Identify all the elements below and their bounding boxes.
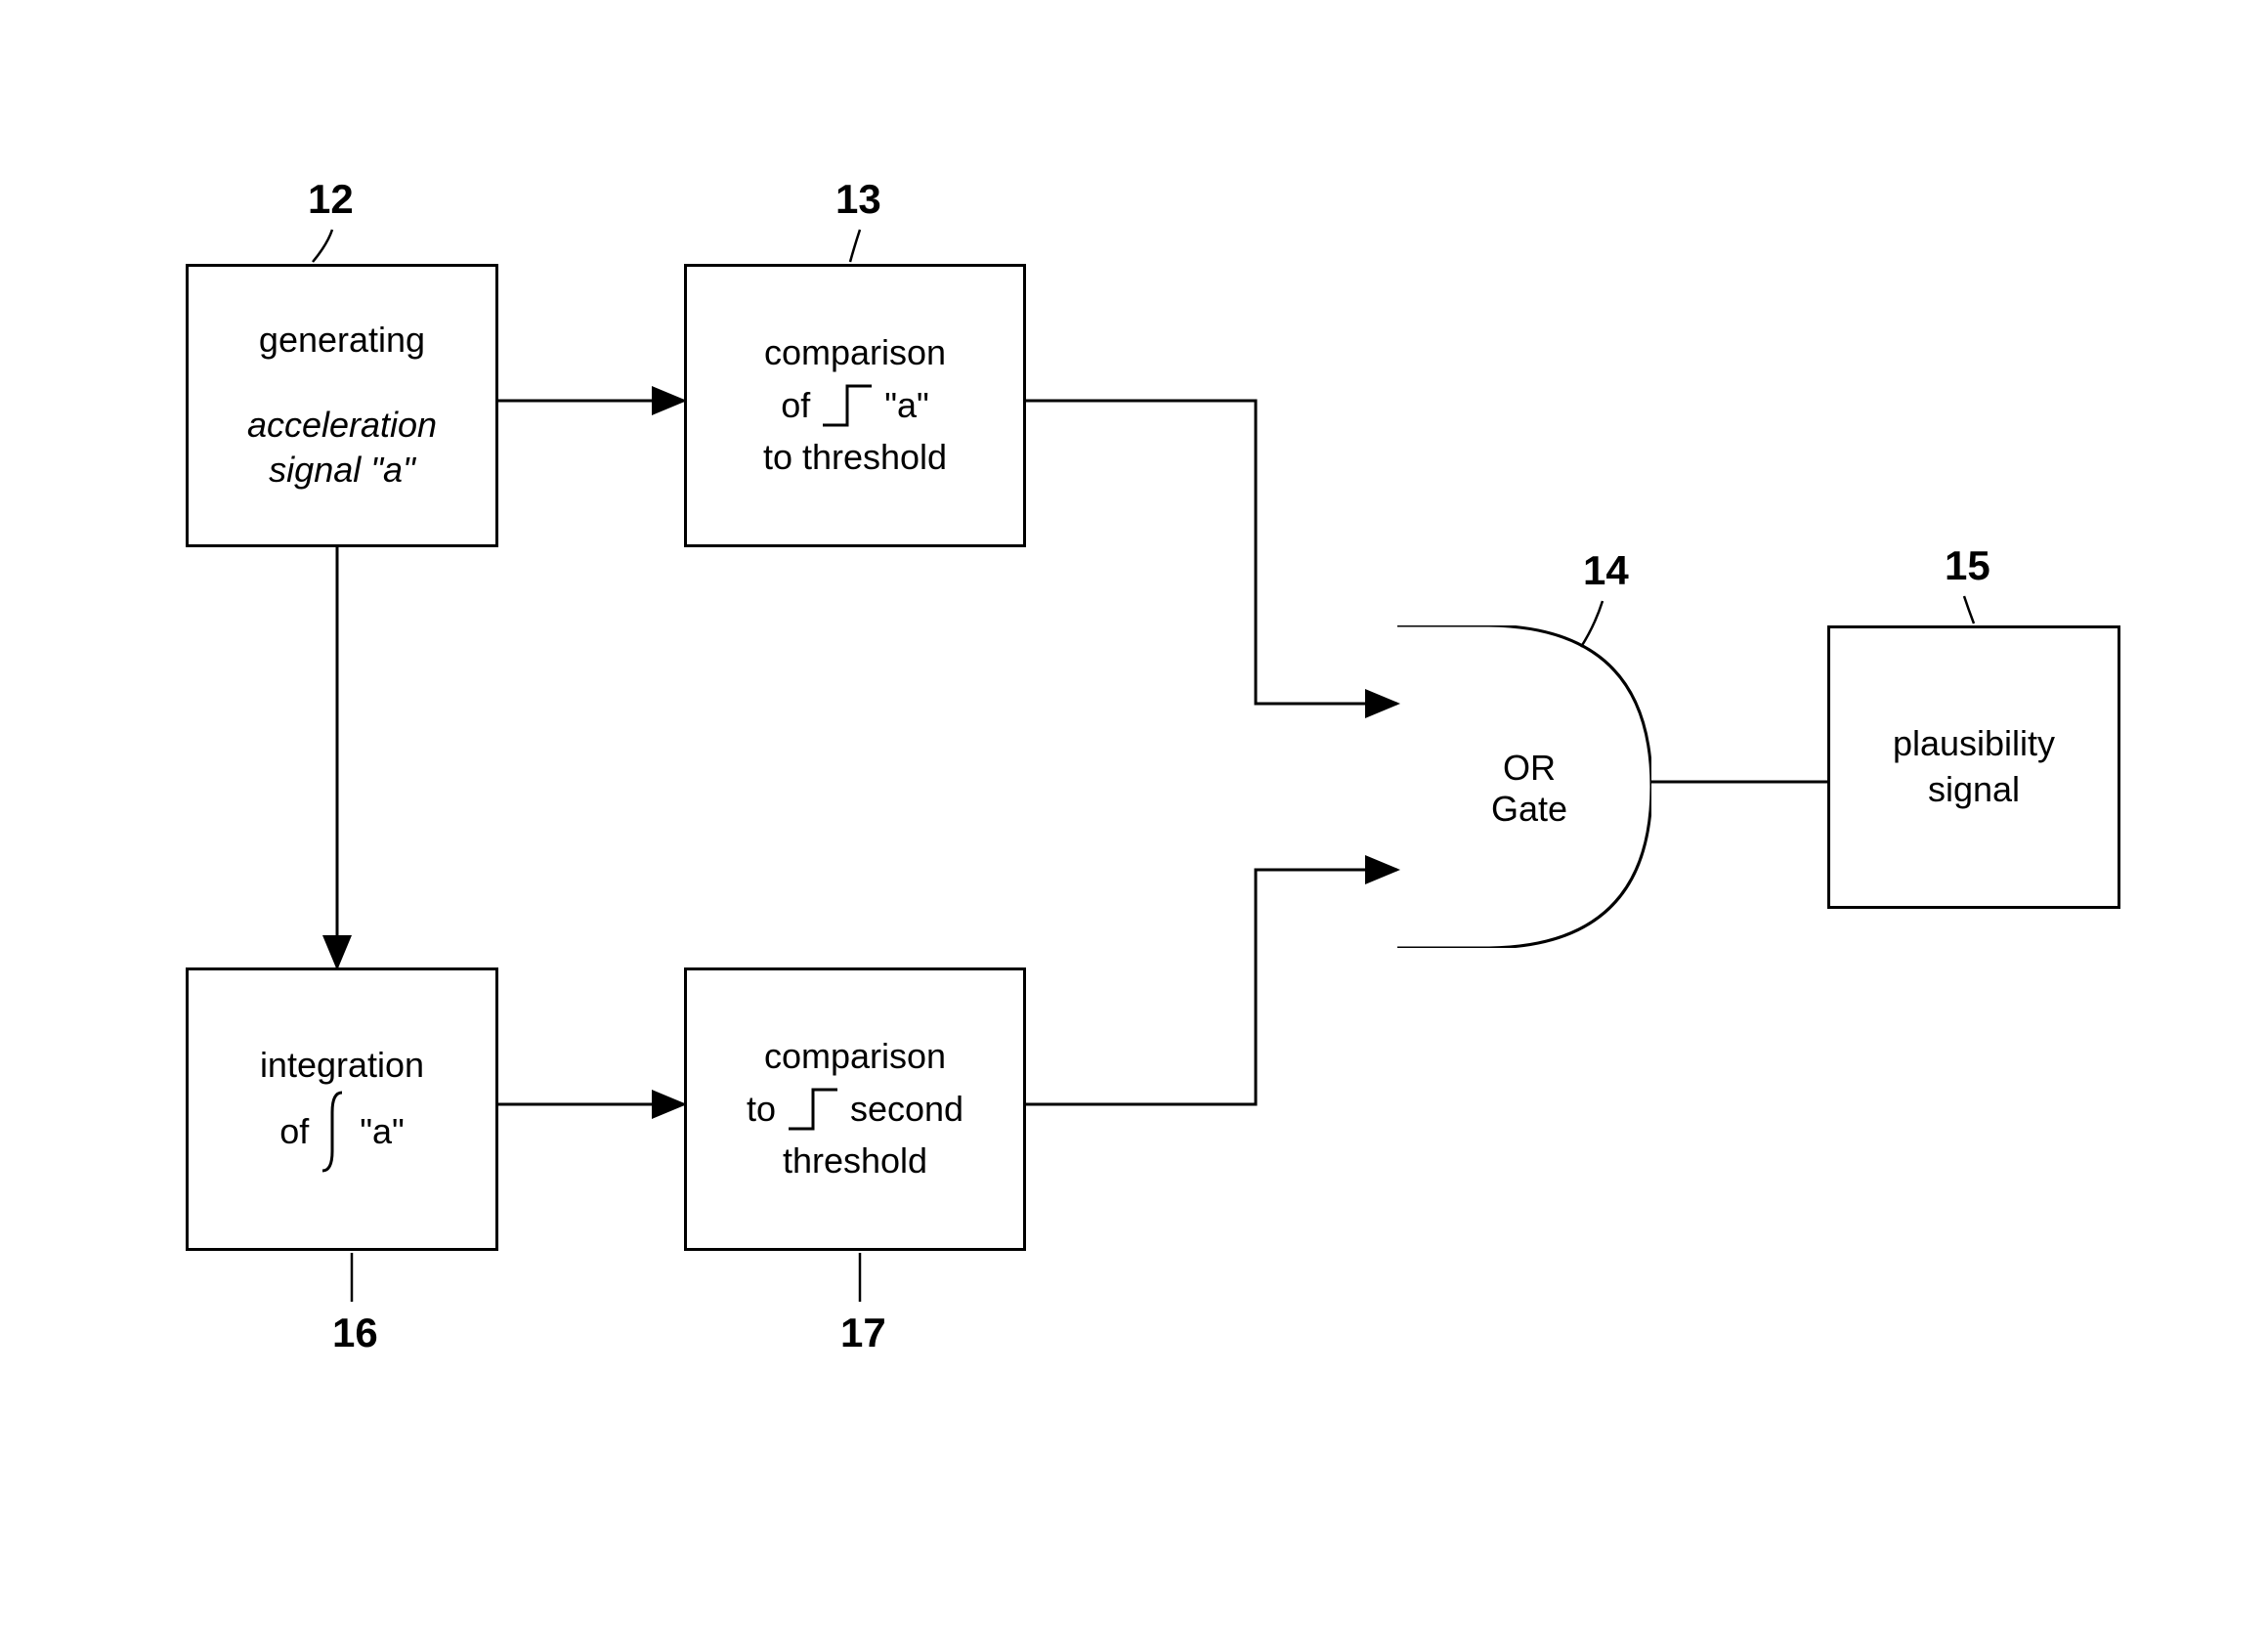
node-16-line2: of bbox=[279, 1109, 309, 1155]
node-13-line1: comparison bbox=[764, 330, 946, 376]
node-13-line2b: "a" bbox=[884, 383, 929, 429]
node-13-line3: to threshold bbox=[763, 435, 947, 481]
node-comparison-second: comparison to second threshold bbox=[684, 967, 1026, 1251]
or-gate-line2: Gate bbox=[1471, 789, 1588, 830]
node-16-line2b: "a" bbox=[360, 1109, 405, 1155]
node-17-line3: threshold bbox=[783, 1139, 927, 1184]
step-icon bbox=[818, 376, 877, 435]
step-icon-2 bbox=[784, 1080, 842, 1139]
label-16: 16 bbox=[332, 1310, 378, 1356]
integral-icon bbox=[315, 1088, 354, 1176]
label-12: 12 bbox=[308, 176, 354, 223]
node-generating: generating acceleration signal "a" bbox=[186, 264, 498, 547]
node-integration: integration of "a" bbox=[186, 967, 498, 1251]
flowchart-diagram: generating acceleration signal "a" 12 co… bbox=[0, 0, 2268, 1633]
node-12-line3: signal "a" bbox=[269, 448, 415, 494]
label-13: 13 bbox=[835, 176, 881, 223]
label-14: 14 bbox=[1583, 547, 1629, 594]
label-17: 17 bbox=[840, 1310, 886, 1356]
node-comparison-a: comparison of "a" to threshold bbox=[684, 264, 1026, 547]
node-16-line1: integration bbox=[260, 1043, 424, 1089]
edge-17-14 bbox=[1026, 870, 1397, 1104]
node-12-line2: acceleration bbox=[247, 403, 437, 449]
node-17-line2: to bbox=[747, 1087, 776, 1133]
or-gate-line1: OR bbox=[1471, 748, 1588, 789]
node-15-line2: signal bbox=[1928, 767, 2020, 813]
node-15-line1: plausibility bbox=[1893, 721, 2055, 767]
node-17-line2b: second bbox=[850, 1087, 963, 1133]
node-17-line1: comparison bbox=[764, 1034, 946, 1080]
label-15: 15 bbox=[1945, 542, 1990, 589]
node-or-gate: OR Gate bbox=[1397, 625, 1651, 948]
node-plausibility: plausibility signal bbox=[1827, 625, 2120, 909]
edge-13-14 bbox=[1026, 401, 1397, 704]
node-13-line2: of bbox=[781, 383, 810, 429]
node-12-line1: generating bbox=[259, 318, 425, 364]
or-gate-text: OR Gate bbox=[1471, 748, 1588, 830]
